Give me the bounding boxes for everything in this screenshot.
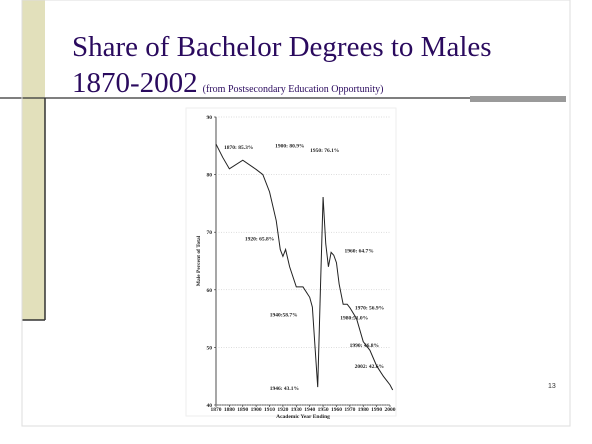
x-tick-label: 1950 bbox=[318, 407, 329, 413]
chart-frame bbox=[185, 107, 397, 417]
x-tick-label: 1900 bbox=[251, 407, 262, 413]
title-bar bbox=[470, 96, 566, 102]
annotation: 1870: 85.3% bbox=[224, 145, 253, 151]
chart: 40 50 60 70 80 90 1870 1880 1890 1900 1910 1920 1930… bbox=[196, 115, 396, 420]
line-series bbox=[215, 143, 394, 391]
annotation: 1970: 56.9% bbox=[355, 306, 384, 312]
side-panel bbox=[22, 0, 45, 320]
annotation: 1990: 46.8% bbox=[350, 343, 379, 349]
annotation: 2002: 42.6% bbox=[355, 364, 384, 370]
y-tick-label: 80 bbox=[207, 173, 213, 179]
x-axis-label: Academic Year Ending bbox=[276, 414, 330, 420]
y-tick-label: 70 bbox=[207, 230, 213, 236]
x-tick-label: 1990 bbox=[371, 407, 382, 413]
x-tick-label: 1890 bbox=[237, 407, 248, 413]
annotation: 1950: 76.1% bbox=[310, 148, 339, 154]
x-tick-label: 1920 bbox=[277, 407, 288, 413]
x-tick-label: 1940 bbox=[304, 407, 315, 413]
annotation: 1940:58.7% bbox=[270, 312, 298, 318]
x-tick-label: 1930 bbox=[291, 407, 302, 413]
annotation: 1980:51.0% bbox=[340, 316, 368, 322]
y-tick-label: 60 bbox=[207, 288, 213, 294]
slide-title: Share of Bachelor Degrees to Males bbox=[72, 31, 492, 63]
slide-frame bbox=[21, 0, 571, 427]
x-tick-label: 1970 bbox=[344, 407, 355, 413]
slide-subtitle: 1870-2002 (from Postsecondary Education O… bbox=[72, 67, 383, 99]
y-tick-label: 40 bbox=[207, 403, 213, 409]
subtitle-note: (from Postsecondary Education Opportunit… bbox=[203, 84, 384, 95]
annotation: 1960: 64.7% bbox=[344, 249, 373, 255]
annotation: 1920: 65.8% bbox=[245, 236, 274, 242]
x-tick-label: 1880 bbox=[224, 407, 235, 413]
x-tick-label: 1960 bbox=[331, 407, 342, 413]
annotation: 1946: 43.1% bbox=[270, 386, 299, 392]
x-tick-label: 1980 bbox=[358, 407, 369, 413]
subtitle-main: 1870-2002 bbox=[72, 67, 198, 99]
y-tick-label: 50 bbox=[207, 345, 213, 351]
page-number: 13 bbox=[548, 383, 556, 390]
x-tick-label: 1870 bbox=[211, 407, 222, 413]
x-tick-label: 1910 bbox=[264, 407, 275, 413]
y-axis-label: Male Percent of Total bbox=[196, 235, 202, 286]
y-tick-label: 90 bbox=[207, 115, 213, 121]
annotation: 1900: 80.9% bbox=[275, 143, 304, 149]
x-tick-label: 2000 bbox=[385, 407, 396, 413]
